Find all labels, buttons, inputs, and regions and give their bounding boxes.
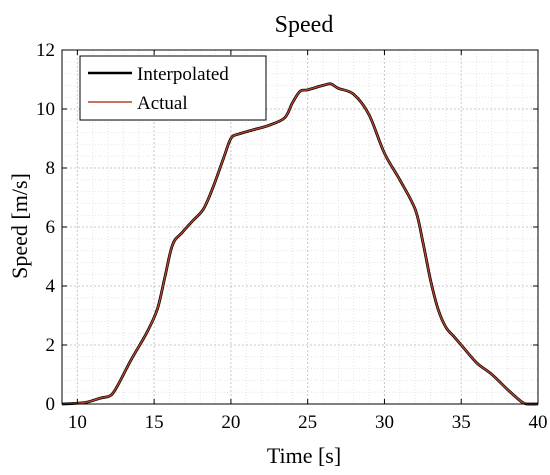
x-axis-label: Time [s] <box>267 443 341 468</box>
y-tick-label: 0 <box>46 394 56 415</box>
y-tick-label: 10 <box>36 99 55 120</box>
series-line-actual <box>61 83 539 405</box>
y-tick-label: 8 <box>46 158 56 179</box>
legend-box <box>79 55 267 121</box>
ticks: 10 15 20 25 30 35 40 0 2 4 6 8 10 12 <box>36 40 548 433</box>
y-axis-label: Speed [m/s] <box>7 173 32 279</box>
x-tick-label: 35 <box>452 412 471 433</box>
grid <box>61 49 539 405</box>
legend-label-actual: Actual <box>137 93 188 114</box>
chart-title: Speed <box>275 12 334 38</box>
plot-lines <box>61 82 539 406</box>
y-tick-label: 12 <box>36 40 55 61</box>
legend: Interpolated Actual <box>79 55 267 121</box>
y-tick-label: 4 <box>46 276 56 297</box>
x-tick-label: 15 <box>145 412 164 433</box>
x-tick-label: 20 <box>221 412 240 433</box>
y-tick-label: 6 <box>46 217 56 238</box>
x-tick-label: 25 <box>298 412 317 433</box>
x-tick-label: 40 <box>529 412 548 433</box>
x-tick-label: 30 <box>375 412 394 433</box>
legend-label-interpolated: Interpolated <box>137 64 229 85</box>
y-tick-label: 2 <box>46 335 56 356</box>
x-tick-label: 10 <box>68 412 87 433</box>
